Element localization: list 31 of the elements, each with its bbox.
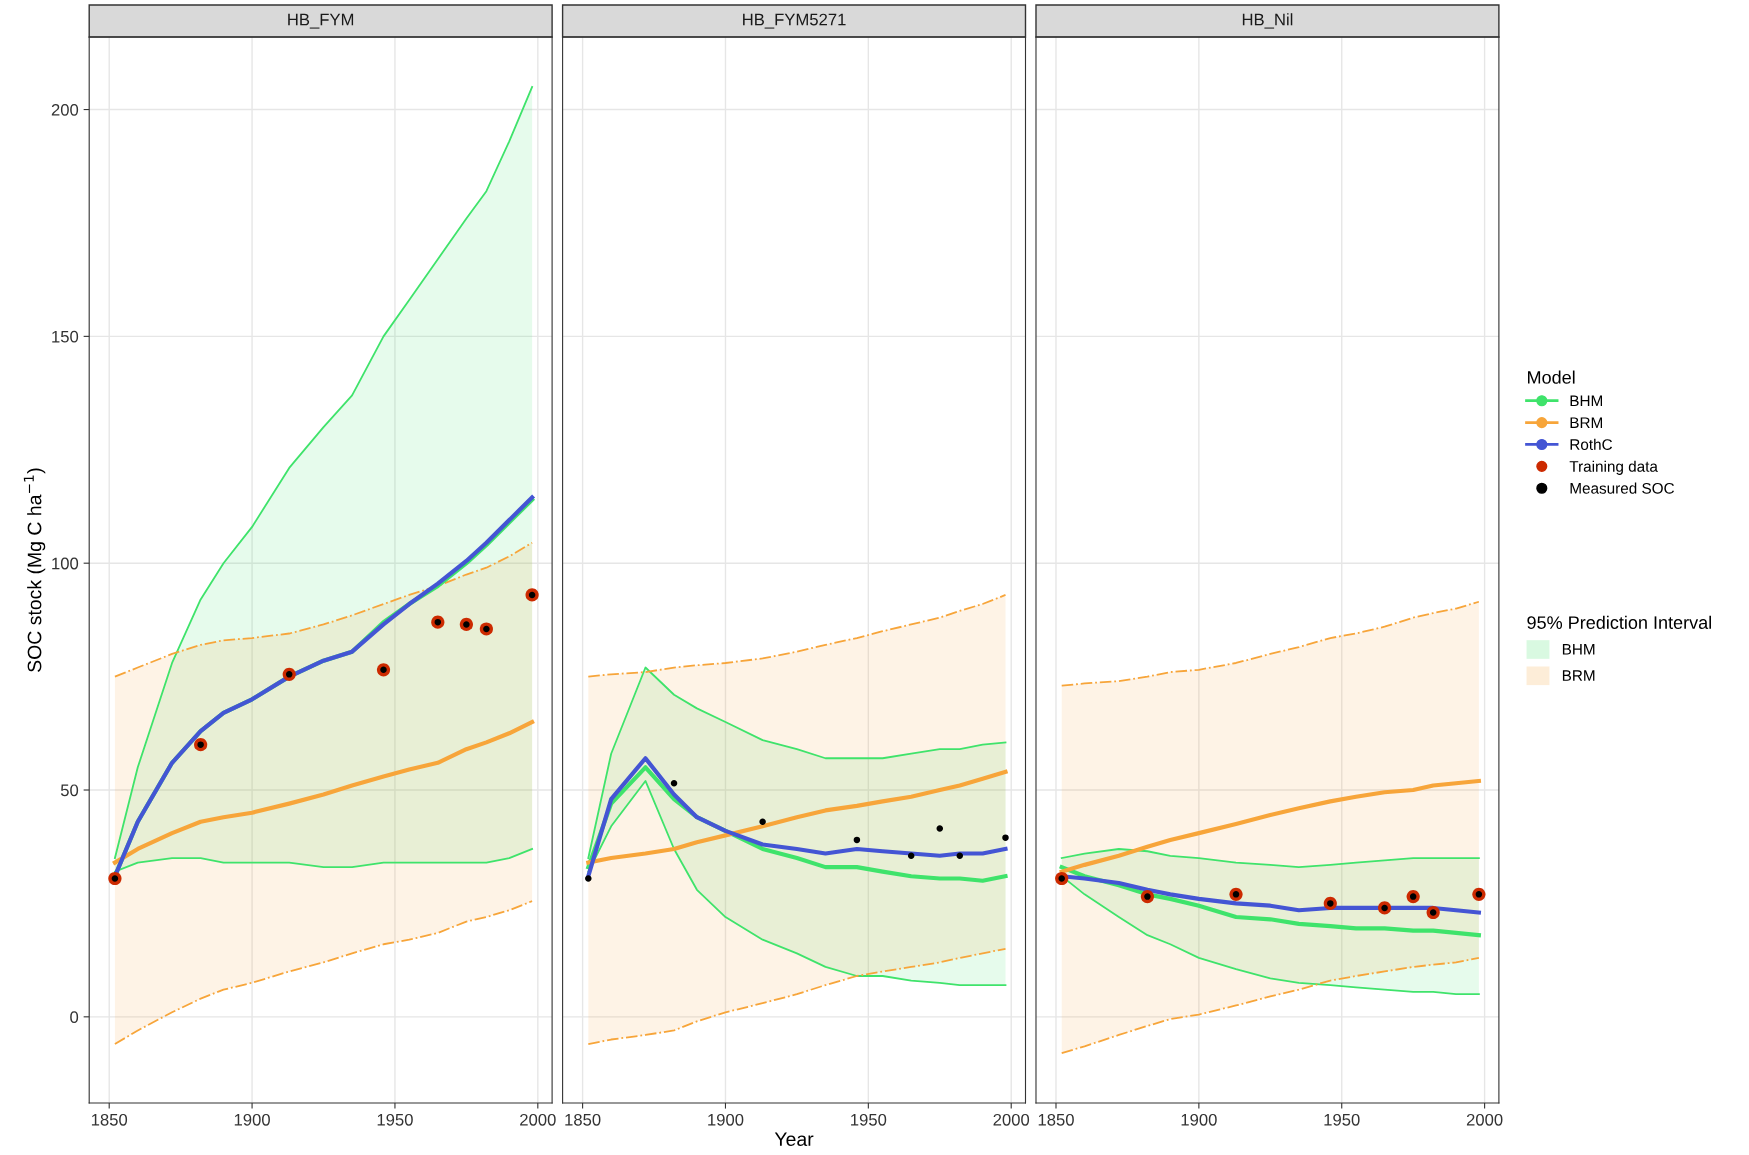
x-tick-label: 1950 [1324, 1113, 1360, 1126]
x-tick-label: 1850 [91, 1113, 128, 1126]
y-tick-label: 50 [60, 784, 79, 797]
chart-title: HB_FYM5271 [743, 13, 846, 29]
text: BHM [1570, 395, 1602, 407]
y-axis-title: SOC stock (Mg C ha$^{−1}$) [23, 468, 46, 672]
y-tick-label: 0 [70, 1011, 79, 1024]
y-tick-label: 150 [52, 330, 79, 343]
x-tick-label: 1900 [708, 1113, 744, 1126]
x-tick-label: 1900 [234, 1113, 270, 1126]
chart-title: HB_FYM [288, 13, 354, 29]
legend-label: Training data [1569, 460, 1658, 475]
x-tick-label: 1850 [565, 1113, 601, 1126]
legend-label: BRM [1562, 670, 1595, 681]
x-tick-label: 1900 [1181, 1113, 1217, 1126]
legend-label: Measured SOC [1570, 482, 1675, 494]
text: BRM [1570, 417, 1602, 428]
chart-title: HB_Nil [1242, 13, 1293, 29]
x-tick-label: 1950 [377, 1113, 413, 1126]
x-tick-label: 2000 [993, 1113, 1030, 1126]
x-tick-label: 1950 [851, 1113, 887, 1126]
legend-label: BHM [1562, 644, 1595, 655]
x-tick-label: 1850 [1038, 1113, 1074, 1126]
legend-label: RothC [1570, 438, 1613, 450]
x-axis-title: Year [774, 1132, 814, 1147]
x-tick-label: 2000 [1466, 1113, 1503, 1126]
text: 95% Prediction Interval [1527, 615, 1711, 629]
x-tick-label: 2000 [520, 1113, 556, 1126]
y-tick-label: 100 [52, 557, 79, 570]
legend-title: Model [1528, 370, 1575, 384]
y-tick-label: 200 [51, 103, 79, 116]
